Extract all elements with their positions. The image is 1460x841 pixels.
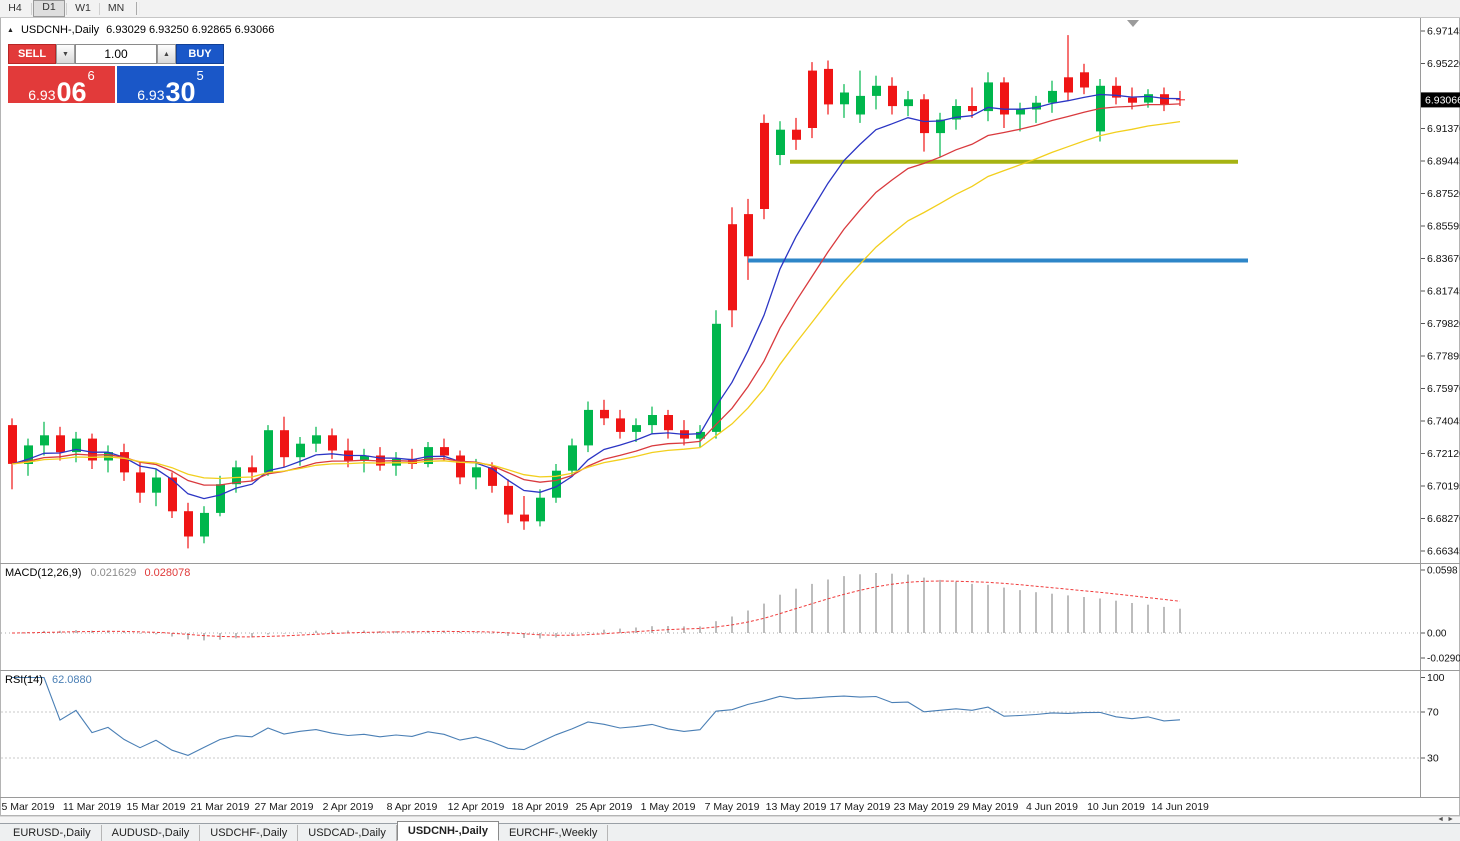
svg-text:14 Jun 2019: 14 Jun 2019 [1151, 801, 1209, 813]
chart-shift-marker[interactable] [1127, 20, 1139, 27]
volume-input[interactable]: 1.00 [75, 44, 157, 64]
svg-text:13 May 2019: 13 May 2019 [766, 801, 827, 813]
svg-text:6.70195: 6.70195 [1427, 481, 1460, 493]
chart-ohlc-values: 6.93029 6.93250 6.92865 6.93066 [106, 24, 275, 36]
buy-button[interactable]: BUY [176, 44, 224, 64]
svg-text:6.81745: 6.81745 [1427, 286, 1460, 298]
toolbar-separator [31, 2, 32, 15]
candles [8, 35, 1185, 549]
svg-text:11 Mar 2019: 11 Mar 2019 [63, 801, 121, 813]
tab-eurchf-weekly[interactable]: EURCHF-,Weekly [499, 825, 609, 841]
toolbar-divider [136, 2, 140, 15]
rsi-name-label: RSI(14) [5, 674, 43, 686]
rsi-value: 62.0880 [51, 674, 92, 686]
svg-text:6.93066: 6.93066 [1425, 94, 1460, 106]
sell-price-sup: 6 [87, 68, 95, 83]
svg-text:100: 100 [1427, 672, 1445, 684]
tab-audusd-daily[interactable]: AUDUSD-,Daily [102, 825, 201, 841]
tab-eurusd-daily[interactable]: EURUSD-,Daily [3, 825, 102, 841]
timeframe-button-h4[interactable]: H4 [8, 2, 22, 14]
buy-price-sup: 5 [196, 68, 204, 83]
window-marker-icon: ▲ [7, 26, 14, 34]
sell-price-panel[interactable]: 6.93 06 6 [8, 66, 115, 107]
svg-text:0.00: 0.00 [1427, 629, 1447, 640]
svg-text:25 Apr 2019: 25 Apr 2019 [576, 801, 633, 813]
moving-averages [11, 93, 1181, 500]
rsi-panel: 100 70 30 [1, 672, 1445, 765]
macd-header: MACD(12,26,9) 0.021629 0.028078 [5, 567, 190, 579]
svg-text:29 May 2019: 29 May 2019 [958, 801, 1019, 813]
svg-text:17 May 2019: 17 May 2019 [830, 801, 891, 813]
macd-panel: 0.0598 0.00 -0.0290 [1, 566, 1460, 665]
tab-usdchf-daily[interactable]: USDCHF-,Daily [200, 825, 299, 841]
svg-text:18 Apr 2019: 18 Apr 2019 [512, 801, 569, 813]
timeframe-button-d1[interactable]: D1 [33, 0, 65, 17]
svg-text:0.0598: 0.0598 [1427, 566, 1458, 577]
toolbar-separator [99, 2, 100, 15]
chart-title: ▲ USDCNH-,Daily 6.93029 6.93250 6.92865 … [7, 24, 274, 36]
volume-increase-button[interactable]: ▲ [157, 44, 176, 64]
svg-text:6.87520: 6.87520 [1427, 188, 1460, 200]
timeframe-button-w1[interactable]: W1 [75, 2, 91, 14]
svg-text:6.85595: 6.85595 [1427, 221, 1460, 233]
svg-text:6.68270: 6.68270 [1427, 513, 1460, 525]
svg-text:6.75970: 6.75970 [1427, 383, 1460, 395]
svg-text:7 May 2019: 7 May 2019 [705, 801, 760, 813]
svg-text:8 Apr 2019: 8 Apr 2019 [387, 801, 438, 813]
timeframe-button-mn[interactable]: MN [107, 2, 125, 14]
svg-text:6.97145: 6.97145 [1427, 26, 1460, 38]
svg-text:21 Mar 2019: 21 Mar 2019 [191, 801, 250, 813]
scroll-right-icon[interactable]: ► [1447, 816, 1457, 823]
svg-text:10 Jun 2019: 10 Jun 2019 [1087, 801, 1145, 813]
price-axis: 6.971456.952206.932956.913706.894456.875… [1421, 26, 1460, 558]
svg-text:70: 70 [1427, 707, 1439, 719]
svg-text:12 Apr 2019: 12 Apr 2019 [448, 801, 505, 813]
svg-text:-0.0290: -0.0290 [1427, 654, 1460, 665]
chart-symbol-label: USDCNH-,Daily [20, 24, 100, 36]
svg-text:2 Apr 2019: 2 Apr 2019 [323, 801, 374, 813]
horizontal-scrollbar[interactable]: ◄► [0, 816, 1460, 824]
current-price-badge [1421, 92, 1460, 108]
timeframe-toolbar: H4 D1 W1 MN [0, 0, 1460, 18]
svg-text:6.77895: 6.77895 [1427, 351, 1460, 363]
svg-text:1 May 2019: 1 May 2019 [641, 801, 696, 813]
toolbar-separator [66, 2, 67, 15]
buy-price-main: 6.93 [137, 86, 165, 103]
chart-tabs-bar: EURUSD-,Daily AUDUSD-,Daily USDCHF-,Dail… [0, 821, 1460, 841]
volume-decrease-button[interactable]: ▼ [56, 44, 75, 64]
svg-text:6.91370: 6.91370 [1427, 123, 1460, 135]
svg-text:6.89445: 6.89445 [1427, 156, 1460, 168]
svg-text:4 Jun 2019: 4 Jun 2019 [1026, 801, 1078, 813]
svg-text:6.79820: 6.79820 [1427, 318, 1460, 330]
tab-usdcnh-daily[interactable]: USDCNH-,Daily [396, 821, 499, 841]
sell-button[interactable]: SELL [8, 44, 56, 64]
macd-value: 0.021629 [90, 567, 137, 579]
svg-text:30: 30 [1427, 753, 1439, 765]
one-click-trading-panel: SELL ▼ 1.00 ▲ BUY 6.93 06 6 6.93 30 5 [8, 44, 224, 107]
buy-price-panel[interactable]: 6.93 30 5 [117, 66, 224, 107]
svg-text:6.83670: 6.83670 [1427, 253, 1460, 265]
sell-price-big: 06 [56, 76, 87, 107]
svg-text:6.66345: 6.66345 [1427, 546, 1460, 558]
svg-text:5 Mar 2019: 5 Mar 2019 [1, 801, 54, 813]
svg-text:6.95220: 6.95220 [1427, 58, 1460, 70]
tab-usdcad-daily[interactable]: USDCAD-,Daily [298, 825, 397, 841]
scroll-left-icon[interactable]: ◄ [1437, 816, 1448, 823]
svg-text:6.74045: 6.74045 [1427, 416, 1460, 428]
rsi-header: RSI(14) 62.0880 [5, 674, 92, 686]
buy-price-big: 30 [165, 76, 196, 107]
macd-name-label: MACD(12,26,9) [5, 567, 82, 579]
svg-text:15 Mar 2019: 15 Mar 2019 [127, 801, 186, 813]
sell-price-main: 6.93 [28, 86, 56, 103]
date-axis: 5 Mar 2019 11 Mar 2019 15 Mar 2019 21 Mar 2… [1, 801, 1209, 813]
svg-text:27 Mar 2019: 27 Mar 2019 [255, 801, 314, 813]
svg-text:23 May 2019: 23 May 2019 [894, 801, 955, 813]
macd-signal-value: 0.028078 [144, 567, 191, 579]
svg-text:6.72120: 6.72120 [1427, 448, 1460, 460]
